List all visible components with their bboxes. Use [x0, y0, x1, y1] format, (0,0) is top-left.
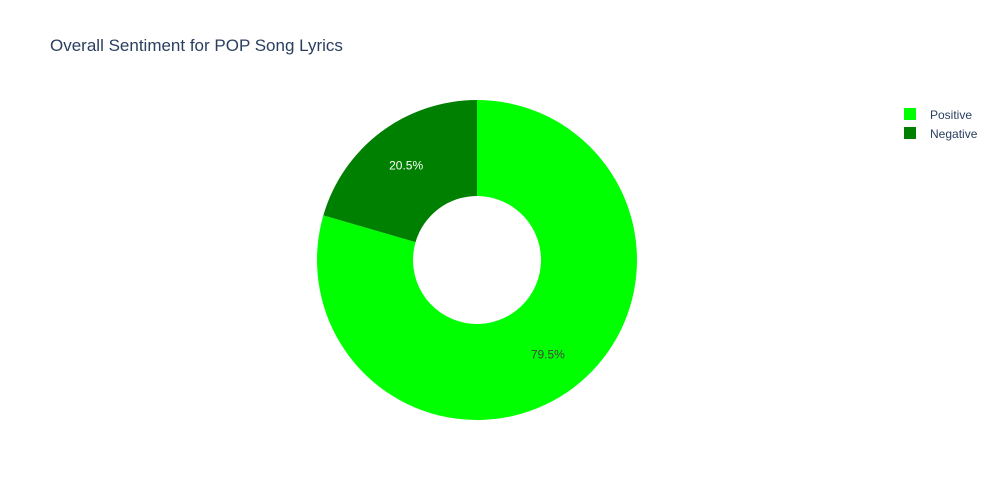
legend-label-positive: Positive: [930, 108, 972, 122]
chart-title: Overall Sentiment for POP Song Lyrics: [50, 36, 343, 55]
donut-chart: [317, 100, 637, 420]
legend-label-negative: Negative: [930, 127, 978, 141]
slice-negative[interactable]: [323, 100, 477, 243]
legend-item-positive[interactable]: Positive: [904, 108, 972, 122]
legend-swatch-positive: [904, 108, 916, 120]
slice-label-positive: 79.5%: [531, 347, 565, 361]
legend-swatch-negative: [904, 127, 916, 139]
slice-labels: 79.5% 20.5%: [389, 159, 565, 362]
slice-positive[interactable]: [317, 100, 637, 420]
legend: Positive Negative: [904, 108, 978, 141]
slice-label-negative: 20.5%: [389, 159, 423, 173]
legend-item-negative[interactable]: Negative: [904, 127, 978, 141]
